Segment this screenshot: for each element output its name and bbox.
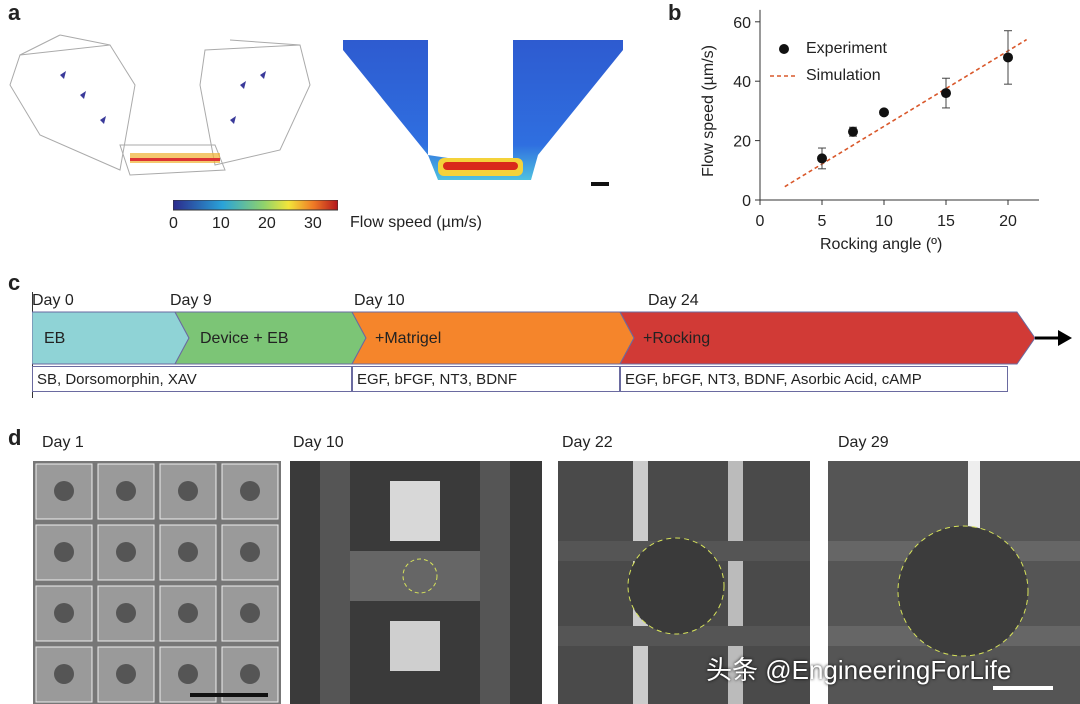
experiment-point <box>848 126 858 137</box>
y-axis-label: Flow speed (µm/s) <box>700 45 717 177</box>
panel-label-d: d <box>8 425 22 450</box>
stage-rocking: +Rocking <box>643 330 711 347</box>
panel-label-c: c <box>8 270 21 295</box>
embryoid-body <box>240 603 260 623</box>
flow-simulation-map <box>343 40 623 186</box>
x-axis-label: Rocking angle (º) <box>820 236 943 253</box>
panel-label-a: a <box>8 0 21 25</box>
colorbar-tick: 30 <box>304 215 322 232</box>
device-image-day29 <box>828 461 1080 704</box>
simulation-line <box>784 38 1028 188</box>
embryoid-body <box>54 664 74 684</box>
x-tick-label: 15 <box>937 213 955 230</box>
x-tick-label: 0 <box>756 213 765 230</box>
image-label: Day 22 <box>562 434 613 451</box>
microwell-image-day1 <box>33 461 281 704</box>
x-tick-label: 10 <box>875 213 893 230</box>
embryoid-body <box>116 664 136 684</box>
colorbar-label: Flow speed (µm/s) <box>350 214 482 231</box>
embryoid-body <box>178 603 198 623</box>
legend-simulation: Simulation <box>806 67 881 84</box>
embryoid-body <box>240 542 260 562</box>
watermark: 头条 @EngineeringForLife <box>706 655 1012 685</box>
colorbar <box>173 200 338 211</box>
y-tick-label: 60 <box>733 15 751 32</box>
scale-bar <box>190 693 268 697</box>
embryoid-body <box>178 542 198 562</box>
device-image-day22 <box>558 461 810 704</box>
image-label: Day 1 <box>42 434 84 451</box>
timeline-arrows <box>32 311 1072 365</box>
device-image-day10 <box>290 461 542 704</box>
embryoid-body <box>116 542 136 562</box>
x-tick-label: 5 <box>818 213 827 230</box>
y-tick-label: 20 <box>733 134 751 151</box>
day-label: Day 10 <box>354 292 405 309</box>
experiment-point <box>817 153 827 164</box>
colorbar-tick: 0 <box>169 215 178 232</box>
scale-bar <box>591 182 609 186</box>
embryoid-body <box>178 481 198 501</box>
legend-marker-experiment <box>779 44 789 54</box>
day-label: Day 0 <box>32 292 74 309</box>
colorbar-tick: 10 <box>212 215 230 232</box>
embryoid-body <box>54 603 74 623</box>
embryoid-body <box>178 664 198 684</box>
media-box: EGF, bFGF, NT3, BDNF <box>352 366 620 392</box>
media-box: SB, Dorsomorphin, XAV <box>32 366 352 392</box>
stage-matrigel: +Matrigel <box>375 330 442 347</box>
embryoid-body <box>240 664 260 684</box>
colorbar-tick: 20 <box>258 215 276 232</box>
panel-label-b: b <box>668 0 682 25</box>
y-tick-label: 0 <box>742 193 751 210</box>
day-label: Day 9 <box>170 292 212 309</box>
media-box: EGF, bFGF, NT3, BDNF, Asorbic Acid, cAMP <box>620 366 1008 392</box>
flow-speed-chart: 0 5 10 15 20 0 20 40 60 <box>733 9 1039 230</box>
stage-eb: EB <box>44 330 66 347</box>
experiment-point <box>879 107 889 118</box>
embryoid-body <box>116 603 136 623</box>
image-label: Day 10 <box>293 434 344 451</box>
day-label: Day 24 <box>648 292 699 309</box>
embryoid-body <box>116 481 136 501</box>
device-3d-model <box>9 34 311 176</box>
experiment-point <box>1003 52 1013 63</box>
embryoid-body <box>240 481 260 501</box>
embryoid-body <box>54 481 74 501</box>
image-label: Day 29 <box>838 434 889 451</box>
legend-experiment: Experiment <box>806 40 887 57</box>
stage-device-eb: Device + EB <box>200 330 289 347</box>
embryoid-body <box>54 542 74 562</box>
x-tick-label: 20 <box>999 213 1017 230</box>
experiment-point <box>941 88 951 99</box>
y-tick-label: 40 <box>733 74 751 91</box>
